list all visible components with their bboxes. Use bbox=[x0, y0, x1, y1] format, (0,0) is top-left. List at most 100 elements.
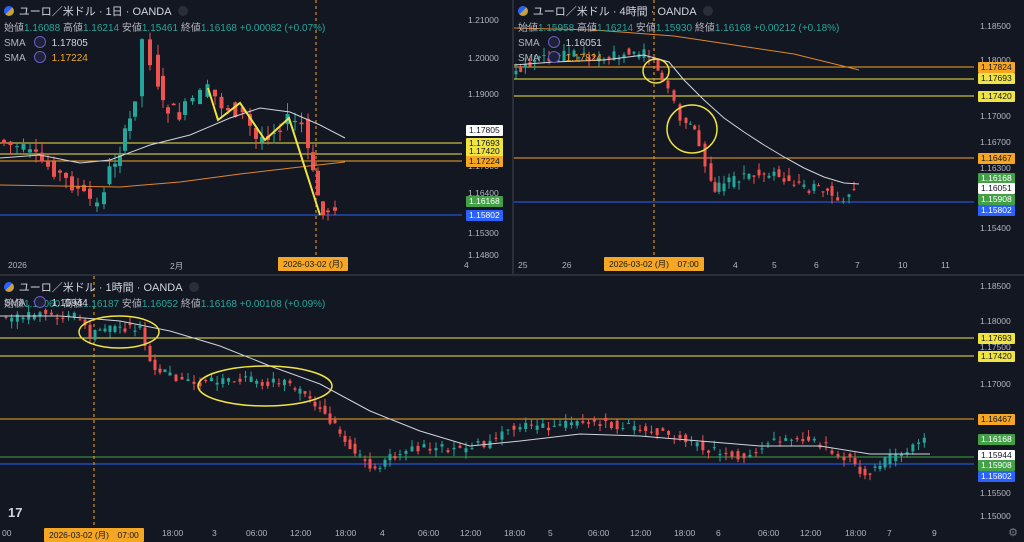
candle-body bbox=[198, 382, 202, 387]
h4-sma-legend[interactable]: SMA 1.17824 bbox=[518, 51, 602, 64]
candle-body bbox=[38, 312, 42, 317]
sma-label: SMA bbox=[4, 53, 26, 64]
h4-price-label[interactable]: 1.17693 bbox=[978, 73, 1015, 84]
gear-icon[interactable]: ⚙ bbox=[1008, 527, 1018, 539]
more-dots-icon[interactable] bbox=[189, 282, 200, 292]
h4-chart-pane[interactable]: ユーロ／米ドル · 4時間 · OANDA 始値1.15958 高値1.1621… bbox=[514, 0, 1024, 274]
h4-price-label[interactable]: 1.15802 bbox=[978, 205, 1015, 216]
h1-price-label[interactable]: 1.16467 bbox=[978, 414, 1015, 425]
indicator-settings-icon[interactable] bbox=[33, 36, 46, 48]
candle-body bbox=[666, 80, 670, 89]
pane-divider-vertical[interactable] bbox=[512, 0, 514, 274]
candle-body bbox=[333, 419, 337, 424]
candle-body bbox=[238, 378, 242, 382]
daily-sma-legend[interactable]: SMA 1.17224 bbox=[4, 51, 88, 64]
h1-price-label[interactable]: 1.15802 bbox=[978, 471, 1015, 482]
h1-price-label[interactable]: 1.17693 bbox=[978, 333, 1015, 344]
candle-body bbox=[348, 439, 352, 450]
h4-title[interactable]: ユーロ／米ドル · 4時間 · OANDA bbox=[532, 6, 697, 18]
indicator-settings-icon[interactable] bbox=[33, 296, 46, 308]
annotation-ellipse[interactable] bbox=[78, 315, 160, 349]
candle-body bbox=[622, 54, 626, 58]
h1-time-tick: 18:00 bbox=[335, 528, 357, 538]
h1-price-label[interactable]: 1.15944 bbox=[978, 450, 1015, 461]
h1-price-label[interactable]: 1.15908 bbox=[978, 460, 1015, 471]
daily-price-label[interactable]: 1.16168 bbox=[466, 196, 503, 207]
h1-chart-pane[interactable]: ユーロ／米ドル · 1時間 · OANDA 始値1.16060 高値1.1618… bbox=[0, 276, 1024, 542]
candle-body bbox=[174, 374, 178, 382]
indicator-settings-icon[interactable] bbox=[33, 51, 46, 63]
h4-price-label[interactable]: 1.15908 bbox=[978, 194, 1015, 205]
candle-body bbox=[826, 188, 829, 191]
candle-body bbox=[476, 441, 480, 443]
more-dots-icon[interactable] bbox=[703, 6, 714, 16]
ohlc-value: +0.00108 (+0.09%) bbox=[239, 299, 326, 310]
sma-line bbox=[514, 27, 860, 71]
daily-header: ユーロ／米ドル · 1日 · OANDA bbox=[4, 3, 189, 19]
h1-price-label[interactable]: 1.17420 bbox=[978, 351, 1015, 362]
h4-price-label[interactable]: 1.17824 bbox=[978, 62, 1015, 73]
h1-price-label[interactable]: 1.16168 bbox=[978, 434, 1015, 445]
h4-ohlc-row: 始値1.15958 高値1.16214 安値1.15930 終値1.16168 … bbox=[518, 19, 839, 34]
candle-body bbox=[678, 435, 682, 439]
annotation-ellipse[interactable] bbox=[642, 58, 670, 84]
h4-candles[interactable] bbox=[514, 0, 1024, 274]
daily-price-label[interactable]: 1.17693 bbox=[466, 138, 503, 149]
more-dots-icon[interactable] bbox=[178, 6, 189, 16]
candle-body bbox=[410, 446, 414, 452]
h4-price-label[interactable]: 1.16051 bbox=[978, 183, 1015, 194]
indicator-settings-icon[interactable] bbox=[547, 36, 560, 48]
candle-body bbox=[249, 376, 253, 382]
candle-body bbox=[271, 378, 275, 383]
ohlc-value: +0.00212 (+0.18%) bbox=[753, 23, 840, 34]
candle-body bbox=[638, 429, 642, 431]
indicator-settings-icon[interactable] bbox=[547, 51, 560, 63]
pane-divider-horizontal[interactable] bbox=[0, 274, 1024, 276]
daily-sma-legend[interactable]: SMA 1.17805 bbox=[4, 36, 88, 49]
ohlc-key: 終値 bbox=[180, 23, 201, 34]
candle-body bbox=[321, 201, 325, 216]
annotation-ellipse[interactable] bbox=[666, 104, 718, 154]
daily-candles[interactable] bbox=[0, 0, 512, 274]
h4-price-label[interactable]: 1.17420 bbox=[978, 91, 1015, 102]
candle-body bbox=[836, 454, 840, 457]
candle-body bbox=[46, 160, 50, 167]
candle-body bbox=[824, 442, 828, 444]
h4-time-tick: 11 bbox=[941, 260, 950, 270]
candle-body bbox=[512, 425, 516, 430]
candle-body bbox=[812, 438, 816, 441]
h1-title[interactable]: ユーロ／米ドル · 1時間 · OANDA bbox=[18, 282, 183, 294]
wave-annotation[interactable] bbox=[207, 87, 321, 216]
daily-price-label[interactable]: 1.17805 bbox=[466, 125, 503, 136]
candle-body bbox=[852, 188, 856, 190]
h4-price-label[interactable]: 1.16168 bbox=[978, 173, 1015, 184]
candle-body bbox=[118, 155, 122, 166]
h4-sma-legend[interactable]: SMA 1.16051 bbox=[518, 36, 602, 49]
daily-price-label[interactable]: 1.17224 bbox=[466, 156, 503, 167]
candle-body bbox=[398, 454, 402, 456]
daily-price-label[interactable]: 1.15802 bbox=[466, 210, 503, 221]
daily-title[interactable]: ユーロ／米ドル · 1日 · OANDA bbox=[18, 6, 172, 18]
ohlc-value: 1.16168 bbox=[714, 23, 754, 34]
eurusd-flag-icon bbox=[4, 282, 14, 292]
daily-price-label[interactable]: 1.17420 bbox=[466, 146, 503, 157]
candle-body bbox=[244, 376, 248, 378]
candle-body bbox=[158, 368, 162, 373]
tradingview-logo[interactable]: 17 bbox=[8, 505, 23, 520]
candle-body bbox=[205, 84, 210, 97]
candle-body bbox=[533, 59, 537, 63]
h1-time-tick: 06:00 bbox=[246, 528, 268, 538]
candle-body bbox=[772, 171, 776, 176]
annotation-ellipse[interactable] bbox=[197, 365, 333, 407]
h4-price-label[interactable]: 1.16467 bbox=[978, 153, 1015, 164]
candle-body bbox=[807, 436, 811, 441]
candle-body bbox=[255, 380, 259, 384]
h1-sma-legend[interactable]: SMA 1.15944 bbox=[4, 296, 88, 309]
candle-body bbox=[612, 51, 616, 61]
candle-body bbox=[717, 182, 721, 192]
candle-body bbox=[393, 456, 397, 459]
ohlc-key: 終値 bbox=[694, 23, 715, 34]
h1-candles[interactable] bbox=[0, 276, 1024, 542]
daily-chart-pane[interactable]: ユーロ／米ドル · 1日 · OANDA 始値1.16088 高値1.16214… bbox=[0, 0, 512, 274]
sma-label: SMA bbox=[4, 298, 26, 309]
